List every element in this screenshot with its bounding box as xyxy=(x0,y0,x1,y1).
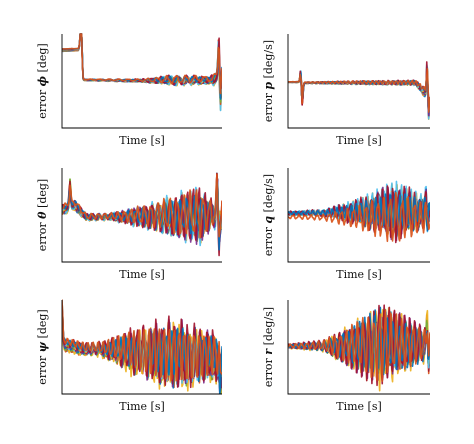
series-line-phi-7 xyxy=(62,33,222,102)
series-line-phi-4 xyxy=(62,33,222,101)
subplot-theta: Time [s] error θ [deg] xyxy=(36,168,222,281)
x-axis-label-psi: Time [s] xyxy=(119,400,165,413)
y-label-symbol: ψ xyxy=(36,341,49,352)
series-line-psi-16 xyxy=(62,299,222,382)
series-line-p-2 xyxy=(288,68,430,119)
series-group-psi xyxy=(62,299,222,394)
y-label-unit: [deg] xyxy=(36,309,49,342)
y-label-unit: [deg] xyxy=(36,43,49,76)
series-line-p-10 xyxy=(288,70,430,112)
series-line-p-15 xyxy=(288,73,430,108)
series-line-p-13 xyxy=(288,63,430,113)
series-line-r-16 xyxy=(288,309,430,382)
series-line-phi-2 xyxy=(62,33,222,99)
y-label-symbol: r xyxy=(262,348,275,355)
y-label-symbol: q xyxy=(262,216,275,224)
y-axis-label-psi: error ψ [deg] xyxy=(36,309,49,384)
x-axis-label-q: Time [s] xyxy=(336,268,382,281)
y-label-prefix: error xyxy=(262,224,275,256)
series-line-p-3 xyxy=(288,71,430,121)
subplot-p: Time [s] error p [deg/s] xyxy=(262,34,430,147)
x-axis-label-theta: Time [s] xyxy=(119,268,165,281)
series-line-phi-9 xyxy=(62,33,222,106)
axes-p xyxy=(287,34,430,129)
y-label-prefix: error xyxy=(36,352,49,384)
y-label-symbol: ϕ xyxy=(36,75,49,86)
series-line-p-12 xyxy=(288,66,430,109)
subplot-q: Time [s] error q [deg/s] xyxy=(262,168,430,281)
series-group-r xyxy=(288,304,430,392)
axes-psi xyxy=(61,300,222,395)
series-group-q xyxy=(288,180,430,244)
y-label-unit: [deg/s] xyxy=(262,174,275,216)
series-group-phi xyxy=(62,33,222,112)
series-line-phi-10 xyxy=(62,33,222,102)
series-line-p-9 xyxy=(288,69,430,111)
series-line-p-11 xyxy=(288,68,430,117)
axes-q xyxy=(287,168,430,263)
series-line-p-8 xyxy=(288,71,430,117)
y-label-unit: [deg/s] xyxy=(262,307,275,349)
y-label-prefix: error xyxy=(36,86,49,118)
y-label-prefix: error xyxy=(262,355,275,387)
series-line-theta-16 xyxy=(62,173,222,239)
series-line-phi-6 xyxy=(62,33,222,112)
series-line-phi-13 xyxy=(62,33,222,98)
subplot-psi: Time [s] error ψ [deg] xyxy=(36,299,222,413)
series-line-q-16 xyxy=(288,191,430,243)
y-axis-label-p: error p [deg/s] xyxy=(262,40,275,122)
series-line-phi-1 xyxy=(62,33,222,101)
subplot-phi: Time [s] error ϕ [deg] xyxy=(36,33,222,147)
x-axis-label-phi: Time [s] xyxy=(119,134,165,147)
y-axis-label-r: error r [deg/s] xyxy=(262,307,275,387)
y-label-unit: [deg] xyxy=(36,179,49,212)
y-axis-label-theta: error θ [deg] xyxy=(36,179,49,251)
x-axis-label-p: Time [s] xyxy=(336,134,382,147)
y-label-unit: [deg/s] xyxy=(262,40,275,82)
y-label-symbol: θ xyxy=(36,211,49,219)
axes-r xyxy=(287,300,430,395)
series-line-p-6 xyxy=(288,69,430,120)
axes-theta xyxy=(61,168,222,263)
series-line-phi-15 xyxy=(62,33,222,100)
x-axis-label-r: Time [s] xyxy=(336,400,382,413)
axes-phi xyxy=(61,34,222,129)
subplot-r: Time [s] error r [deg/s] xyxy=(262,300,430,413)
y-axis-label-phi: error ϕ [deg] xyxy=(36,43,49,118)
y-axis-label-q: error q [deg/s] xyxy=(262,174,275,256)
series-line-phi-12 xyxy=(62,33,222,103)
y-label-prefix: error xyxy=(36,219,49,251)
y-label-symbol: p xyxy=(262,82,275,90)
series-line-phi-3 xyxy=(62,33,222,111)
series-line-p-1 xyxy=(288,69,430,114)
series-line-p-7 xyxy=(288,73,430,112)
series-line-phi-16 xyxy=(62,33,222,95)
series-group-theta xyxy=(62,172,222,257)
series-line-p-16 xyxy=(288,68,430,113)
y-label-prefix: error xyxy=(262,90,275,122)
series-group-p xyxy=(288,61,430,121)
